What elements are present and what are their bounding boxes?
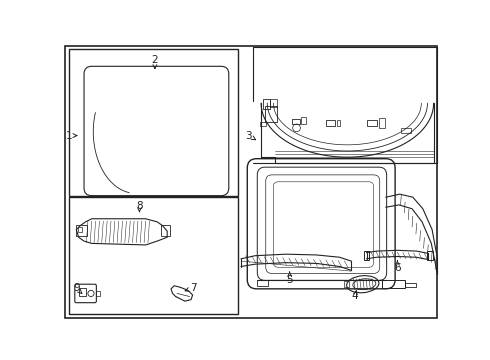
Text: 2: 2 xyxy=(151,55,158,65)
Text: 1: 1 xyxy=(65,131,72,141)
Bar xyxy=(344,281,349,287)
Bar xyxy=(270,99,276,107)
Text: 8: 8 xyxy=(136,202,143,211)
Bar xyxy=(69,49,238,195)
Text: 3: 3 xyxy=(245,131,252,141)
Bar xyxy=(78,288,86,296)
Bar xyxy=(382,280,405,288)
Bar xyxy=(96,291,100,296)
Bar xyxy=(326,120,335,126)
Text: 7: 7 xyxy=(190,283,196,293)
Bar xyxy=(265,106,276,122)
Bar xyxy=(292,119,300,124)
Bar xyxy=(301,117,306,124)
Text: 6: 6 xyxy=(394,263,401,273)
Bar xyxy=(379,118,385,128)
Text: 5: 5 xyxy=(286,275,293,285)
Bar xyxy=(427,251,433,260)
Bar xyxy=(76,225,87,236)
Text: 9: 9 xyxy=(73,283,80,293)
Bar xyxy=(69,197,238,314)
Bar xyxy=(405,283,416,287)
Bar xyxy=(337,120,341,126)
Bar xyxy=(367,120,377,126)
Bar xyxy=(263,99,270,109)
Bar xyxy=(260,122,266,126)
Bar xyxy=(257,280,268,286)
Bar xyxy=(161,225,171,236)
Bar xyxy=(365,251,369,260)
Bar xyxy=(401,128,411,132)
Text: 4: 4 xyxy=(352,291,358,301)
Bar xyxy=(78,227,82,232)
